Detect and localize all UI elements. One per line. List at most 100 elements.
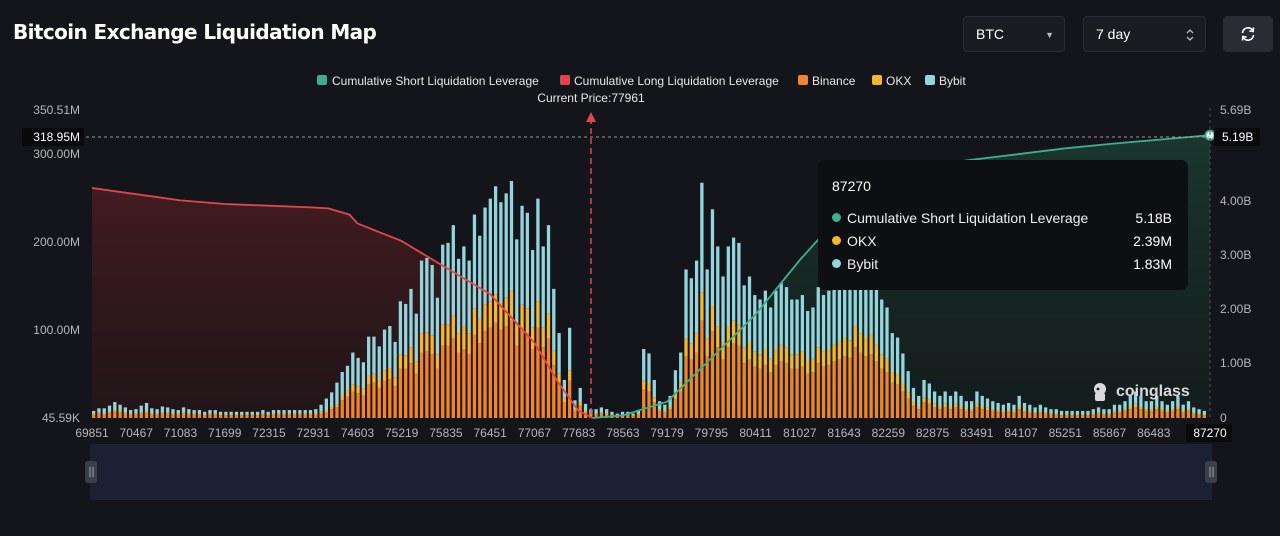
bar-okx[interactable] [134,413,138,415]
bar-binance[interactable] [1112,412,1117,418]
bar-okx[interactable] [192,413,196,415]
bar-okx[interactable] [261,413,265,415]
bar-bybit[interactable] [499,202,503,304]
bar-okx[interactable] [694,333,699,353]
bar-binance[interactable] [1133,407,1138,418]
bar-bybit[interactable] [705,269,709,339]
bar-bybit[interactable] [277,410,281,414]
bar-bybit[interactable] [166,407,170,413]
bar-binance[interactable] [747,359,752,418]
bar-okx[interactable] [1181,410,1185,413]
bar-okx[interactable] [1001,410,1006,413]
bar-binance[interactable] [1049,414,1053,418]
bar-binance[interactable] [234,415,239,418]
bar-binance[interactable] [1165,412,1169,418]
bar-binance[interactable] [525,333,529,418]
bar-okx[interactable] [1070,414,1074,416]
bar-binance[interactable] [1149,410,1154,418]
bar-bybit[interactable] [631,413,635,416]
bar-okx[interactable] [356,386,360,394]
bar-binance[interactable] [208,414,212,418]
bar-bybit[interactable] [1028,404,1032,411]
bar-binance[interactable] [858,352,863,418]
bar-bybit[interactable] [1112,404,1117,411]
bar-bybit[interactable] [1118,404,1122,411]
bar-bybit[interactable] [679,352,683,383]
bar-okx[interactable] [636,413,641,415]
bar-binance[interactable] [694,352,699,418]
bar-okx[interactable] [1096,412,1101,414]
bar-binance[interactable] [1086,415,1090,418]
bar-binance[interactable] [372,382,376,418]
bar-binance[interactable] [811,372,815,418]
bar-okx[interactable] [1017,406,1021,410]
bar-okx[interactable] [483,304,487,332]
bar-okx[interactable] [446,324,450,346]
bar-binance[interactable] [716,347,720,418]
bar-bybit[interactable] [917,395,921,407]
bar-okx[interactable] [472,308,477,335]
bar-binance[interactable] [954,407,958,418]
bar-binance[interactable] [430,354,434,418]
bar-bybit[interactable] [245,411,249,415]
bar-bybit[interactable] [779,282,783,345]
bar-binance[interactable] [684,356,688,418]
bar-binance[interactable] [1144,410,1148,418]
bar-bybit[interactable] [271,410,276,414]
bar-binance[interactable] [943,407,947,418]
bar-okx[interactable] [393,377,397,387]
bar-bybit[interactable] [150,408,154,414]
bar-binance[interactable] [1001,412,1006,418]
bar-okx[interactable] [388,368,392,380]
bar-bybit[interactable] [314,409,318,414]
bar-binance[interactable] [980,409,984,418]
bar-okx[interactable] [721,341,725,360]
bar-binance[interactable] [324,412,328,418]
bar-okx[interactable] [684,338,688,357]
bar-okx[interactable] [234,414,239,416]
bar-bybit[interactable] [118,404,122,411]
bar-bybit[interactable] [954,391,958,404]
bar-okx[interactable] [250,414,254,416]
bar-okx[interactable] [1170,409,1175,411]
bar-bybit[interactable] [911,387,916,403]
bar-binance[interactable] [869,354,873,418]
bar-binance[interactable] [150,414,154,418]
bar-okx[interactable] [181,412,186,414]
bar-binance[interactable] [874,361,879,418]
bar-bybit[interactable] [816,287,820,348]
bar-okx[interactable] [377,379,381,388]
bar-okx[interactable] [197,413,202,415]
bar-bybit[interactable] [340,372,344,396]
bar-okx[interactable] [1144,409,1148,411]
bar-binance[interactable] [985,410,990,418]
bar-binance[interactable] [218,415,223,418]
bar-okx[interactable] [975,403,979,408]
bar-okx[interactable] [663,410,667,413]
bar-binance[interactable] [1044,413,1048,418]
bar-bybit[interactable] [964,401,968,410]
bar-bybit[interactable] [975,391,979,404]
bar-binance[interactable] [1012,412,1016,418]
bar-binance[interactable] [1160,410,1164,418]
bar-bybit[interactable] [578,387,582,403]
bar-binance[interactable] [901,391,905,418]
bar-binance[interactable] [441,345,445,418]
bar-binance[interactable] [303,414,307,418]
bar-binance[interactable] [885,372,889,418]
bar-bybit[interactable] [832,282,836,345]
bar-binance[interactable] [266,415,270,418]
bar-bybit[interactable] [790,299,794,355]
bar-okx[interactable] [626,414,630,416]
bar-okx[interactable] [689,343,693,360]
bar-bybit[interactable] [472,214,477,309]
bar-binance[interactable] [969,410,974,418]
bar-binance[interactable] [626,415,630,418]
bar-binance[interactable] [467,354,471,418]
bar-okx[interactable] [917,406,921,410]
bar-okx[interactable] [1123,409,1127,411]
bar-okx[interactable] [1065,414,1069,416]
bar-okx[interactable] [467,333,471,355]
bar-binance[interactable] [181,413,186,418]
bar-okx[interactable] [821,351,826,367]
